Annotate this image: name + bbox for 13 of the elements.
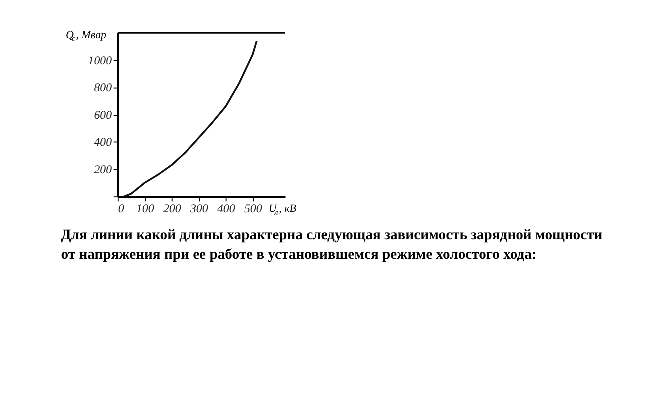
y-tick-label: 600	[94, 108, 112, 122]
x-tick-label: 400	[217, 202, 236, 216]
x-tick-label: 200	[163, 202, 182, 216]
x-tick-label: 300	[189, 202, 208, 216]
line-series	[124, 40, 258, 198]
y-tick-label: 200	[94, 162, 112, 176]
x-tick-label: 0	[118, 202, 124, 216]
x-tick-label: 500	[244, 202, 262, 216]
y-tick-label: 1000	[88, 53, 112, 68]
y-tick-label: 400	[94, 135, 112, 150]
x-tick-label: 100	[136, 202, 154, 216]
y-tick-label: 800	[94, 80, 112, 95]
text: Для линии какой длины характерна следующая зависимость зарядной мощности от напряжения при ее работе в установившемся режиме холостого хода:	[61, 228, 604, 263]
